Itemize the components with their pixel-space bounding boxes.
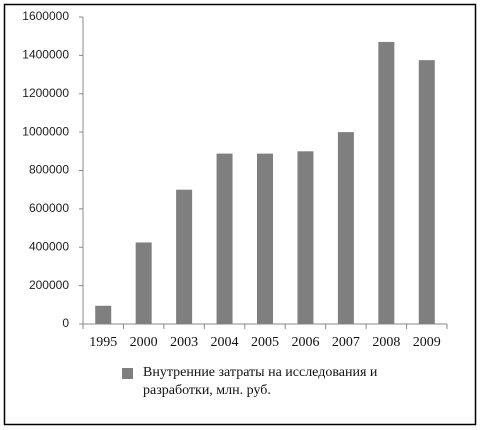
- x-tick-label: 2009: [413, 335, 441, 350]
- x-tick-label: 2000: [130, 335, 158, 350]
- bar: [418, 60, 435, 324]
- y-tick-label: 600000: [29, 201, 69, 215]
- frame: [3, 3, 477, 426]
- bar: [297, 151, 314, 324]
- bar: [337, 132, 354, 324]
- x-tick-label: 2008: [372, 335, 400, 350]
- legend-label: Внутренние затраты на исследования и раз…: [143, 365, 378, 398]
- y-tick-label: 1600000: [22, 9, 69, 23]
- legend-swatch: [122, 368, 133, 379]
- y-tick-label: 800000: [29, 163, 69, 177]
- x-tick-label: 2004: [211, 335, 239, 350]
- x-tick-label: 2006: [291, 335, 319, 350]
- legend: Внутренние затраты на исследования и раз…: [122, 364, 422, 400]
- y-tick-label: 1200000: [22, 86, 69, 100]
- y-tick-label: 0: [62, 316, 69, 330]
- bar: [216, 153, 233, 324]
- x-tick-label: 2003: [170, 335, 198, 350]
- bar: [378, 41, 395, 324]
- y-tick-label: 400000: [29, 239, 69, 253]
- bar: [176, 189, 193, 324]
- x-tick-label: 2005: [251, 335, 279, 350]
- bar: [257, 153, 273, 324]
- y-tick-label: 200000: [29, 278, 69, 292]
- x-tick-label: 1995: [89, 335, 117, 350]
- x-tick-label: 2007: [332, 335, 360, 350]
- y-tick-label: 1000000: [22, 124, 69, 138]
- y-tick-label: 1400000: [22, 48, 69, 62]
- bar: [95, 305, 112, 324]
- bar: [135, 242, 152, 324]
